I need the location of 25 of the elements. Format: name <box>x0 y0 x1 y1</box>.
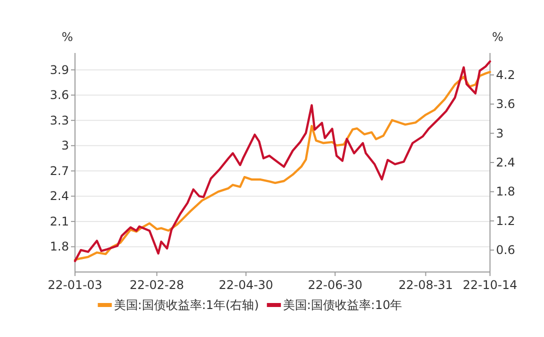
x-tick-label: 22-10-14 <box>462 278 518 292</box>
y2-tick-label: 3 <box>496 126 504 140</box>
legend-label: 美国:国债收益率:1年(右轴) <box>114 298 259 312</box>
y-tick-label: 2.7 <box>50 164 69 178</box>
y2-tick-label: 4.2 <box>496 68 516 82</box>
x-tick-label: 22-08-31 <box>398 278 453 292</box>
y-tick-label: 2.4 <box>50 189 69 204</box>
x-tick-label: 22-02-28 <box>130 278 184 292</box>
y-tick-label: 2.1 <box>50 214 69 228</box>
y-tick-label: 3.3 <box>50 113 69 128</box>
x-tick-label: 22-01-03 <box>48 278 102 292</box>
y-axis-title: % <box>62 30 73 44</box>
y2-axis-title: % <box>492 30 504 44</box>
y2-tick-label: 3.6 <box>496 97 516 112</box>
x-tick-label: 22-04-30 <box>218 278 274 292</box>
y-tick-label: 3 <box>61 138 69 153</box>
y2-tick-label: 0.6 <box>496 243 516 258</box>
legend-label: 美国:国债收益率:10年 <box>282 298 402 312</box>
y-tick-label: 3.6 <box>50 88 69 102</box>
y2-tick-label: 1.2 <box>496 214 516 228</box>
y-tick-label: 1.8 <box>50 240 69 254</box>
y2-tick-label: 1.8 <box>496 184 516 199</box>
y-tick-label: 3.9 <box>50 62 69 77</box>
x-tick-label: 22-06-30 <box>308 278 362 292</box>
y2-tick-label: 2.4 <box>496 156 516 170</box>
